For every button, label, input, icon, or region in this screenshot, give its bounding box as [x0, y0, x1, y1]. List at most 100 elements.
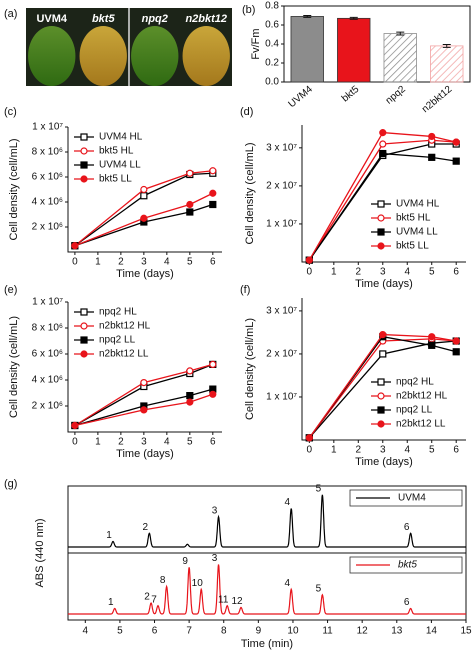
y-tick-label: 4 x 10⁶: [32, 375, 63, 386]
legend-marker: [377, 214, 385, 222]
x-tick-label: 5: [429, 445, 435, 456]
peak-label: 1: [108, 597, 114, 608]
flask: [131, 26, 179, 86]
marker: [428, 341, 436, 349]
legend-marker: [80, 322, 88, 330]
panel-label: (a): [4, 8, 17, 20]
marker: [305, 434, 313, 442]
x-tick-label: 3: [380, 267, 386, 278]
x-axis-label: Time (days): [355, 456, 413, 468]
series-line: [308, 340, 457, 439]
y-tick-label: 3 x 10⁷: [266, 306, 297, 317]
x-tick-label: 4: [404, 267, 410, 278]
legend-label: bkt5 HL: [99, 146, 134, 157]
x-tick-label: 1: [95, 257, 101, 268]
marker: [186, 208, 194, 216]
bar: [290, 16, 324, 83]
peak-label: 8: [160, 575, 166, 586]
x-tick-label: 10: [287, 626, 299, 637]
legend-label: n2bkt12 HL: [99, 321, 151, 332]
panel-label: (e): [4, 284, 17, 296]
flask: [182, 26, 230, 86]
series-line: [308, 338, 457, 439]
legend-marker: [80, 350, 88, 358]
series-line: [74, 363, 214, 427]
y-tick-label: 6 x 10⁶: [32, 349, 63, 360]
x-tick-label: 2: [356, 445, 362, 456]
x-tick-label: 9: [256, 626, 262, 637]
marker: [71, 421, 79, 430]
x-tick-label: 12: [357, 626, 369, 637]
x-tick-label: bkt5: [340, 84, 362, 105]
axes: [67, 127, 222, 253]
y-axis-label: Cell density (cell/mL): [244, 142, 256, 244]
x-tick-label: 0: [307, 267, 313, 278]
marker: [379, 350, 387, 358]
x-tick-label: 13: [391, 626, 403, 637]
flask-label: bkt5: [92, 13, 116, 25]
legend-label: UVM4: [398, 493, 426, 504]
series-line: [308, 131, 457, 261]
legend-box: [349, 556, 463, 574]
x-tick-label: UVM4: [287, 84, 316, 111]
panel-label: (c): [4, 106, 17, 118]
y-tick-label: 1 x 10⁷: [266, 392, 297, 403]
flask-label: n2bkt12: [185, 13, 227, 25]
marker: [186, 367, 194, 375]
x-tick-label: 8: [221, 626, 227, 637]
marker: [209, 200, 217, 209]
x-tick-label: 3: [380, 445, 386, 456]
peak-label: 10: [192, 578, 204, 589]
error-bar: [396, 31, 405, 36]
axes: [67, 302, 222, 433]
panel-label: (d): [240, 106, 253, 118]
peak-label: 2: [144, 592, 150, 603]
x-axis-label: Time (days): [355, 278, 413, 290]
legend-label: bkt5 LL: [396, 241, 429, 252]
marker: [428, 153, 436, 161]
legend-label: bkt5 LL: [99, 174, 132, 185]
x-axis-label: Time (min): [241, 638, 293, 650]
marker: [209, 167, 217, 175]
peak-label: 4: [284, 578, 290, 589]
marker: [140, 185, 148, 194]
x-tick-label: n2bkt12: [420, 84, 455, 116]
x-tick-label: 5: [117, 626, 123, 637]
peak-label: 5: [316, 483, 322, 494]
marker: [186, 200, 194, 209]
x-tick-label: 1: [95, 437, 101, 448]
y-tick-label: 1 x 10⁷: [32, 297, 63, 308]
legend-marker: [80, 147, 88, 155]
x-tick-label: 2: [118, 437, 124, 448]
series-line: [308, 333, 457, 439]
legend-marker: [377, 200, 385, 208]
marker: [452, 157, 460, 165]
peak-label: 3: [212, 505, 218, 516]
legend-label: npq2 HL: [99, 307, 137, 318]
x-tick-label: 7: [186, 626, 192, 637]
y-tick-label: 6 x 10⁶: [32, 172, 63, 183]
y-tick-label: 8 x 10⁶: [32, 147, 63, 158]
y-axis-label: Cell density (cell/mL): [8, 316, 20, 418]
legend-label: UVM4 HL: [99, 132, 143, 143]
legend-marker: [80, 308, 88, 316]
axes: [301, 298, 466, 441]
marker: [186, 392, 194, 400]
series-line: [74, 192, 214, 247]
series-line: [74, 170, 213, 247]
x-tick-label: 4: [164, 437, 170, 448]
y-tick-label: 0.6: [265, 20, 279, 31]
peak-label: 9: [182, 556, 188, 567]
marker: [379, 149, 387, 158]
peak-label: 3: [212, 553, 218, 564]
x-tick-label: 1: [331, 267, 337, 278]
peak-label: 12: [231, 596, 243, 607]
legend-marker: [377, 392, 385, 400]
legend-label: n2bkt12 LL: [396, 419, 446, 430]
flask: [79, 26, 127, 86]
marker: [186, 398, 194, 406]
x-tick-label: 6: [453, 267, 459, 278]
marker: [452, 348, 460, 356]
marker: [209, 360, 217, 368]
legend-label: UVM4 LL: [99, 160, 141, 171]
